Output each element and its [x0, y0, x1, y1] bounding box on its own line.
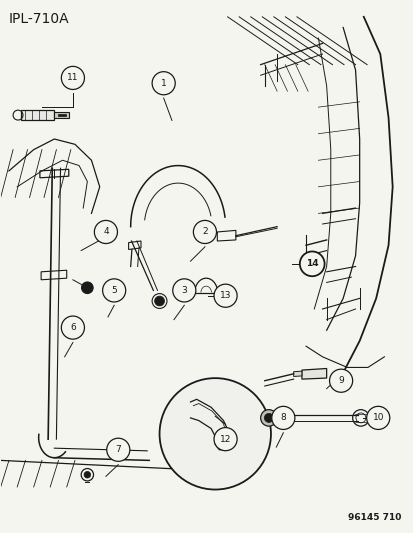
- Circle shape: [81, 282, 93, 294]
- Circle shape: [172, 279, 195, 302]
- Text: IPL-710A: IPL-710A: [9, 12, 69, 27]
- Text: 11: 11: [67, 74, 78, 83]
- Text: 10: 10: [372, 414, 383, 422]
- Circle shape: [154, 296, 164, 306]
- Polygon shape: [301, 368, 326, 379]
- Circle shape: [84, 471, 90, 478]
- Text: 4: 4: [103, 228, 109, 237]
- Text: 9: 9: [337, 376, 343, 385]
- Circle shape: [102, 279, 126, 302]
- Circle shape: [214, 284, 237, 307]
- Circle shape: [94, 221, 117, 244]
- Circle shape: [271, 406, 294, 430]
- Circle shape: [61, 316, 84, 339]
- Circle shape: [366, 406, 389, 430]
- Circle shape: [299, 252, 324, 276]
- Circle shape: [260, 410, 276, 426]
- Circle shape: [152, 71, 175, 95]
- Circle shape: [329, 369, 352, 392]
- Circle shape: [193, 221, 216, 244]
- Text: 6: 6: [70, 323, 76, 332]
- Text: 13: 13: [219, 291, 231, 300]
- Circle shape: [61, 67, 84, 90]
- Polygon shape: [21, 110, 54, 120]
- Text: 1: 1: [160, 79, 166, 88]
- Polygon shape: [293, 371, 301, 376]
- Polygon shape: [54, 112, 69, 118]
- Text: 14: 14: [305, 260, 318, 268]
- Circle shape: [107, 438, 130, 462]
- Circle shape: [159, 378, 270, 489]
- Text: 12: 12: [219, 434, 231, 443]
- Text: 5: 5: [111, 286, 117, 295]
- Circle shape: [264, 414, 273, 423]
- Text: 8: 8: [280, 414, 285, 422]
- Text: 96145 710: 96145 710: [347, 513, 400, 522]
- Text: 3: 3: [181, 286, 187, 295]
- Text: 2: 2: [202, 228, 207, 237]
- Polygon shape: [57, 114, 66, 116]
- Text: 7: 7: [115, 445, 121, 454]
- Circle shape: [214, 427, 237, 451]
